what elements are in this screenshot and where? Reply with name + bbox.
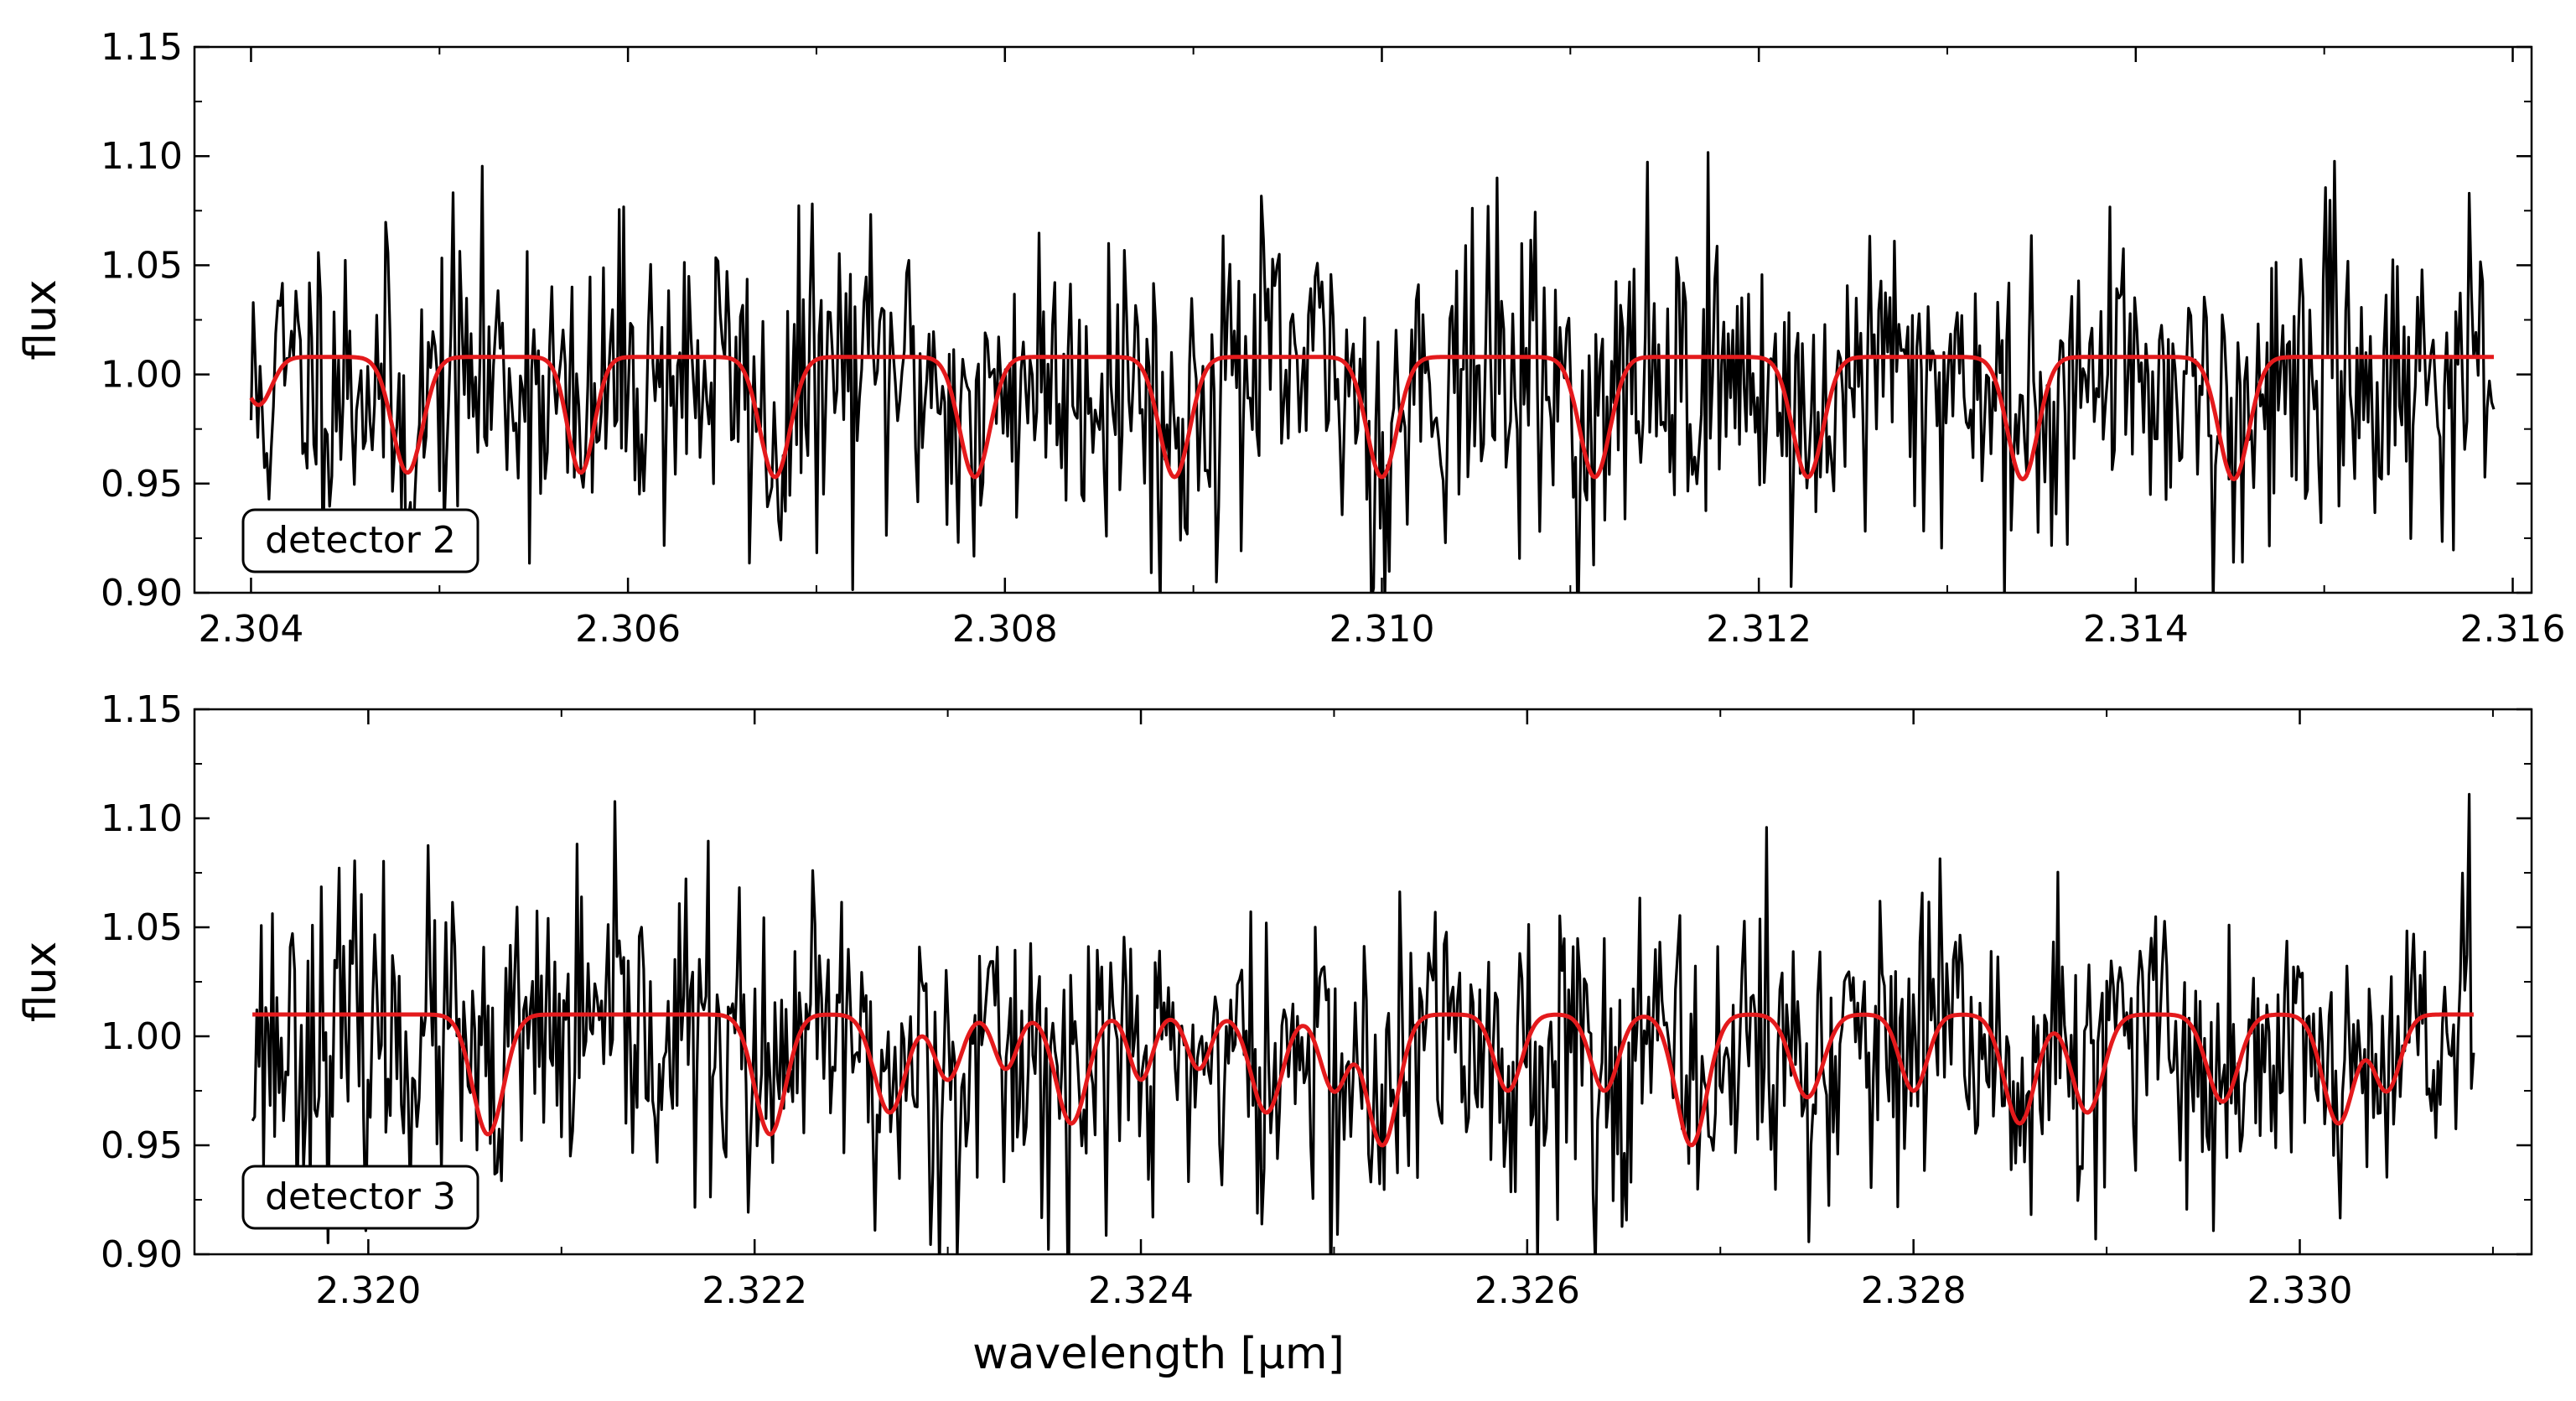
x-tick-label: 2.330 xyxy=(2247,1269,2353,1312)
model-spectrum-line xyxy=(249,355,2495,482)
y-tick-label: 0.95 xyxy=(101,1124,183,1167)
observed-spectrum-line xyxy=(249,151,2496,593)
x-axis-label-text: wavelength [μm] xyxy=(972,1329,1345,1379)
x-tick-label: 2.322 xyxy=(702,1269,807,1312)
plot-area xyxy=(251,792,2475,1254)
y-tick-label: 1.00 xyxy=(101,354,183,397)
y-tick-label: 1.00 xyxy=(101,1015,183,1058)
x-tick-label: 2.324 xyxy=(1088,1269,1194,1312)
axes-frame xyxy=(193,45,2533,594)
y-tick-label: 0.90 xyxy=(101,1233,183,1276)
y-tick-label: 1.05 xyxy=(101,244,183,287)
model-spectrum-line xyxy=(251,1012,2475,1148)
y-tick-label: 0.90 xyxy=(101,572,183,615)
y-tick-label: 1.10 xyxy=(101,797,183,840)
x-tick-label: 2.308 xyxy=(952,608,1058,651)
x-tick-label: 2.310 xyxy=(1329,608,1434,651)
x-tick-label: 2.320 xyxy=(315,1269,421,1312)
y-axis-label: flux xyxy=(16,942,66,1022)
x-tick-label: 2.314 xyxy=(2083,608,2189,651)
y-tick-label: 1.15 xyxy=(101,688,183,731)
x-tick-label: 2.304 xyxy=(198,608,303,651)
x-tick-label: 2.328 xyxy=(1861,1269,1967,1312)
plot-area xyxy=(249,151,2496,593)
y-axis-label: flux xyxy=(16,279,66,360)
y-tick-label: 1.05 xyxy=(101,906,183,949)
detector-label: detector 3 xyxy=(265,1175,456,1218)
x-axis-label: wavelength [μm] xyxy=(972,1329,1345,1379)
x-tick-label: 2.312 xyxy=(1706,608,1811,651)
y-tick-label: 0.95 xyxy=(101,463,183,506)
x-tick-label: 2.326 xyxy=(1475,1269,1580,1312)
panel-bottom: 2.320 2.322 2.324 2.326 2.328 2.330 0.90 0.95 1.… xyxy=(16,688,2533,1312)
observed-spectrum-line xyxy=(251,792,2475,1254)
detector-label: detector 2 xyxy=(265,519,456,562)
y-tick-label: 1.10 xyxy=(101,135,183,178)
panel-top: 2.304 2.306 2.308 2.310 2.312 2.314 2.316 0.90 0… xyxy=(16,26,2566,651)
x-tick-label: 2.316 xyxy=(2460,608,2566,651)
x-tick-label: 2.306 xyxy=(575,608,681,651)
detector-label-box xyxy=(241,508,479,573)
detector-label-box xyxy=(241,1165,479,1230)
y-tick-label: 1.15 xyxy=(101,26,183,69)
